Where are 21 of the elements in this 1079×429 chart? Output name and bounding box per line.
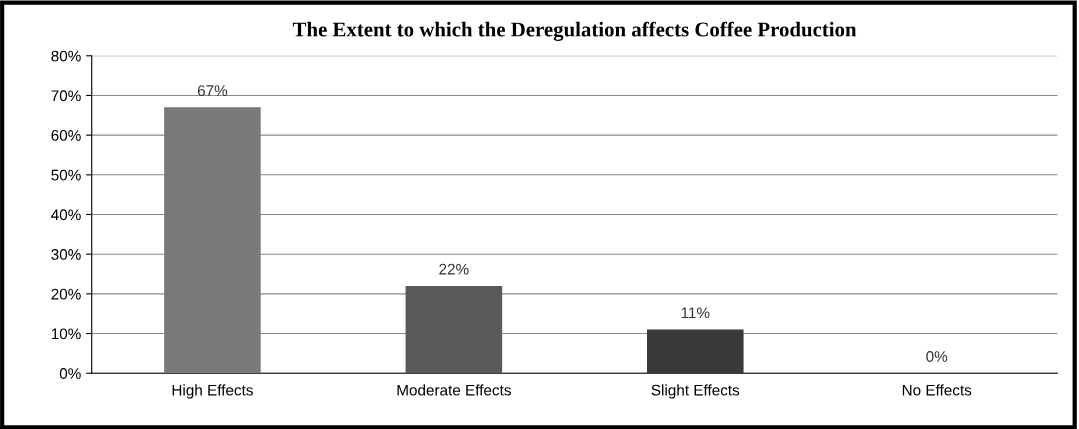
y-tick-label: 70% <box>51 90 81 102</box>
data-label: 11% <box>681 307 710 319</box>
data-label: 0% <box>926 351 948 362</box>
y-tick-label: 20% <box>51 288 81 300</box>
bar <box>164 107 261 374</box>
chart-title: The Extent to which the Deregulation affects Coffee Production <box>292 21 857 41</box>
y-tick-label: 80% <box>51 50 81 62</box>
y-tick-label: 50% <box>51 169 81 181</box>
y-tick-label: 30% <box>51 249 81 260</box>
bar <box>405 285 503 374</box>
x-tick-label: Moderate Effects <box>397 384 511 396</box>
data-label: 67% <box>197 85 228 96</box>
y-tick-label: 60% <box>51 130 81 141</box>
bar <box>647 329 744 374</box>
y-tick-label: 10% <box>51 328 81 340</box>
y-tick-label: 0% <box>59 368 81 379</box>
data-label: 22% <box>439 263 469 275</box>
x-tick-label: High Effects <box>172 384 253 399</box>
x-tick-label: Slight Effects <box>651 384 740 399</box>
x-tick-label: No Effects <box>902 384 972 396</box>
y-tick-label: 40% <box>51 209 81 221</box>
